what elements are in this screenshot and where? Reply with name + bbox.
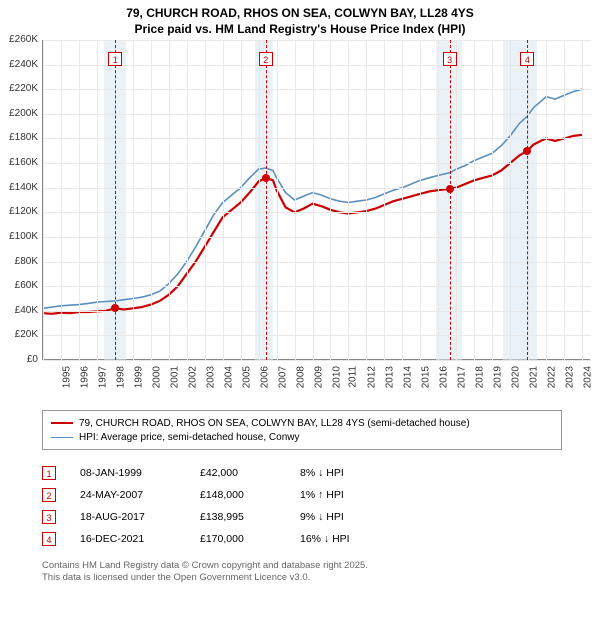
x-tick-label: 2000 bbox=[151, 366, 162, 388]
x-tick-label: 2018 bbox=[474, 366, 485, 388]
y-tick-label: £260K bbox=[0, 34, 38, 45]
x-tick-label: 2021 bbox=[528, 366, 539, 388]
y-tick-label: £20K bbox=[0, 329, 38, 340]
x-tick-label: 2014 bbox=[403, 366, 414, 388]
chart-title: 79, CHURCH ROAD, RHOS ON SEA, COLWYN BAY… bbox=[0, 0, 600, 37]
x-tick-label: 2024 bbox=[582, 366, 593, 388]
y-tick-label: £160K bbox=[0, 157, 38, 168]
x-tick-label: 2015 bbox=[421, 366, 432, 388]
legend-swatch-1 bbox=[51, 422, 73, 424]
event-price: £170,000 bbox=[200, 533, 300, 545]
x-tick-label: 1996 bbox=[79, 366, 90, 388]
event-row: 1 08-JAN-1999£42,0008% ↓ HPI bbox=[42, 462, 420, 484]
y-tick-label: £220K bbox=[0, 83, 38, 94]
chart-container: 79, CHURCH ROAD, RHOS ON SEA, COLWYN BAY… bbox=[0, 0, 600, 620]
x-tick-label: 1998 bbox=[115, 366, 126, 388]
legend: 79, CHURCH ROAD, RHOS ON SEA, COLWYN BAY… bbox=[42, 410, 562, 450]
chart-area: £0 £20K £40K £60K £80K £100K £120K £140K £160K £1… bbox=[0, 40, 600, 400]
y-tick-label: £60K bbox=[0, 280, 38, 291]
event-delta: 16% ↓ HPI bbox=[300, 533, 420, 545]
x-tick-label: 2016 bbox=[439, 366, 450, 388]
x-tick-label: 2013 bbox=[385, 366, 396, 388]
marker-box: 3 bbox=[443, 52, 457, 66]
x-tick-label: 2001 bbox=[169, 366, 180, 388]
x-tick-label: 2012 bbox=[367, 366, 378, 388]
marker-box: 1 bbox=[108, 52, 122, 66]
event-price: £148,000 bbox=[200, 489, 300, 501]
x-tick-label: 2007 bbox=[277, 366, 288, 388]
x-tick-label: 2019 bbox=[492, 366, 503, 388]
x-tick-label: 2003 bbox=[205, 366, 216, 388]
line-svg bbox=[43, 40, 591, 360]
event-date: 24-MAY-2007 bbox=[80, 489, 200, 501]
y-tick-label: £120K bbox=[0, 206, 38, 217]
legend-row-1: 79, CHURCH ROAD, RHOS ON SEA, COLWYN BAY… bbox=[51, 416, 553, 430]
footer: Contains HM Land Registry data © Crown c… bbox=[42, 560, 368, 585]
event-marker: 1 bbox=[42, 466, 56, 480]
x-tick-label: 2010 bbox=[331, 366, 342, 388]
footer-line-2: This data is licensed under the Open Gov… bbox=[42, 572, 368, 584]
legend-label-1: 79, CHURCH ROAD, RHOS ON SEA, COLWYN BAY… bbox=[79, 418, 470, 429]
y-tick-label: £100K bbox=[0, 231, 38, 242]
x-tick-label: 2022 bbox=[546, 366, 557, 388]
event-date: 18-AUG-2017 bbox=[80, 511, 200, 523]
title-line-2: Price paid vs. HM Land Registry's House … bbox=[0, 22, 600, 38]
event-marker: 2 bbox=[42, 488, 56, 502]
x-tick-label: 2017 bbox=[457, 366, 468, 388]
x-tick-label: 1997 bbox=[97, 366, 108, 388]
event-delta: 1% ↑ HPI bbox=[300, 489, 420, 501]
x-tick-label: 2008 bbox=[295, 366, 306, 388]
x-tick-label: 2023 bbox=[564, 366, 575, 388]
event-row: 4 16-DEC-2021£170,00016% ↓ HPI bbox=[42, 528, 420, 550]
legend-swatch-2 bbox=[51, 437, 73, 438]
footer-line-1: Contains HM Land Registry data © Crown c… bbox=[42, 560, 368, 572]
marker-box: 4 bbox=[520, 52, 534, 66]
x-tick-label: 1999 bbox=[133, 366, 144, 388]
x-tick-label: 2011 bbox=[348, 366, 359, 388]
x-tick-label: 2005 bbox=[241, 366, 252, 388]
event-delta: 9% ↓ HPI bbox=[300, 511, 420, 523]
legend-row-2: HPI: Average price, semi-detached house,… bbox=[51, 430, 553, 444]
event-marker: 3 bbox=[42, 510, 56, 524]
event-date: 16-DEC-2021 bbox=[80, 533, 200, 545]
y-tick-label: £180K bbox=[0, 132, 38, 143]
y-tick-label: £200K bbox=[0, 108, 38, 119]
x-tick-label: 2020 bbox=[510, 366, 521, 388]
event-date: 08-JAN-1999 bbox=[80, 467, 200, 479]
x-tick-label: 2006 bbox=[259, 366, 270, 388]
y-tick-label: £0 bbox=[0, 354, 38, 365]
x-tick-label: 2009 bbox=[313, 366, 324, 388]
y-tick-label: £80K bbox=[0, 256, 38, 267]
event-delta: 8% ↓ HPI bbox=[300, 467, 420, 479]
event-row: 2 24-MAY-2007£148,0001% ↑ HPI bbox=[42, 484, 420, 506]
event-marker: 4 bbox=[42, 532, 56, 546]
y-tick-label: £240K bbox=[0, 59, 38, 70]
plot-area: 1 2 3 4 bbox=[42, 40, 590, 360]
title-line-1: 79, CHURCH ROAD, RHOS ON SEA, COLWYN BAY… bbox=[0, 6, 600, 22]
x-tick-label: 2002 bbox=[187, 366, 198, 388]
event-row: 3 18-AUG-2017£138,9959% ↓ HPI bbox=[42, 506, 420, 528]
marker-box: 2 bbox=[259, 52, 273, 66]
y-tick-label: £40K bbox=[0, 305, 38, 316]
x-tick-label: 1995 bbox=[61, 366, 72, 388]
legend-label-2: HPI: Average price, semi-detached house,… bbox=[79, 432, 300, 443]
x-tick-label: 2004 bbox=[223, 366, 234, 388]
event-price: £42,000 bbox=[200, 467, 300, 479]
y-tick-label: £140K bbox=[0, 182, 38, 193]
events-table: 108-JAN-1999£42,0008% ↓ HPI224-MAY-2007£… bbox=[42, 462, 420, 550]
event-price: £138,995 bbox=[200, 511, 300, 523]
